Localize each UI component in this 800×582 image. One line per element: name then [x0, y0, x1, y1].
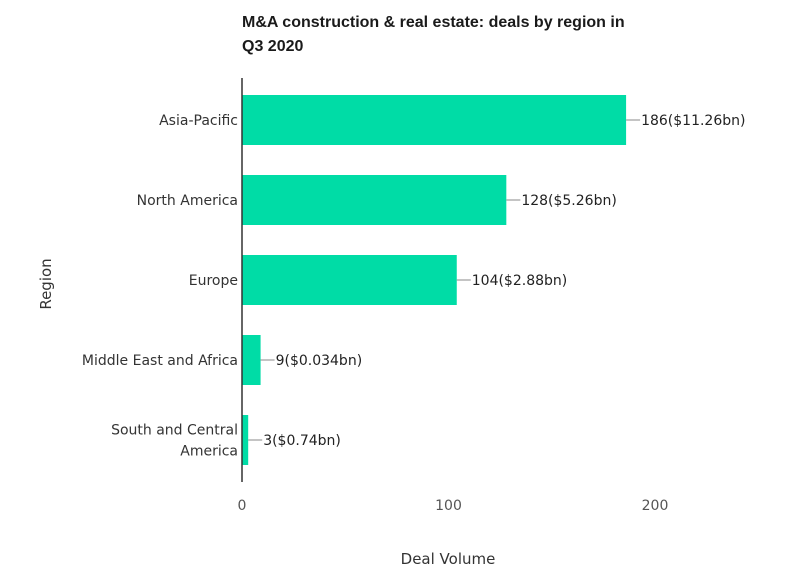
bar — [242, 175, 507, 225]
x-tick-label: 100 — [435, 498, 462, 514]
bars — [242, 95, 627, 465]
bar — [242, 95, 627, 145]
bar — [242, 415, 249, 465]
category-label: North America — [137, 193, 238, 209]
x-tick-label: 200 — [642, 498, 669, 514]
bar — [242, 335, 261, 385]
value-label: 186($11.26bn) — [641, 113, 745, 129]
x-tick-labels: 0 100 200 — [238, 498, 669, 514]
chart-title-line: M&A construction & real estate: deals by… — [242, 14, 625, 31]
chart-title-line: Q3 2020 — [242, 38, 303, 55]
category-label: America — [180, 444, 238, 460]
value-labels: 186($11.26bn) 128($5.26bn) 104($2.88bn) 9($… — [248, 113, 745, 449]
x-axis-title: Deal Volume — [401, 550, 496, 568]
value-label: 128($5.26bn) — [521, 193, 616, 209]
x-tick-label: 0 — [238, 498, 247, 514]
category-label: Middle East and Africa — [82, 353, 238, 369]
category-label: Asia-Pacific — [159, 113, 238, 129]
category-labels: Asia-Pacific North America Europe Middle Ea… — [82, 113, 238, 460]
chart-title: M&A construction & real estate: deals by… — [242, 14, 625, 55]
bar — [242, 255, 457, 305]
value-label: 3($0.74bn) — [263, 433, 341, 449]
y-axis-title: Region — [37, 258, 55, 309]
category-label: Europe — [189, 273, 238, 289]
category-label: South and Central — [111, 423, 238, 439]
value-label: 9($0.034bn) — [276, 353, 363, 369]
value-label: 104($2.88bn) — [472, 273, 567, 289]
